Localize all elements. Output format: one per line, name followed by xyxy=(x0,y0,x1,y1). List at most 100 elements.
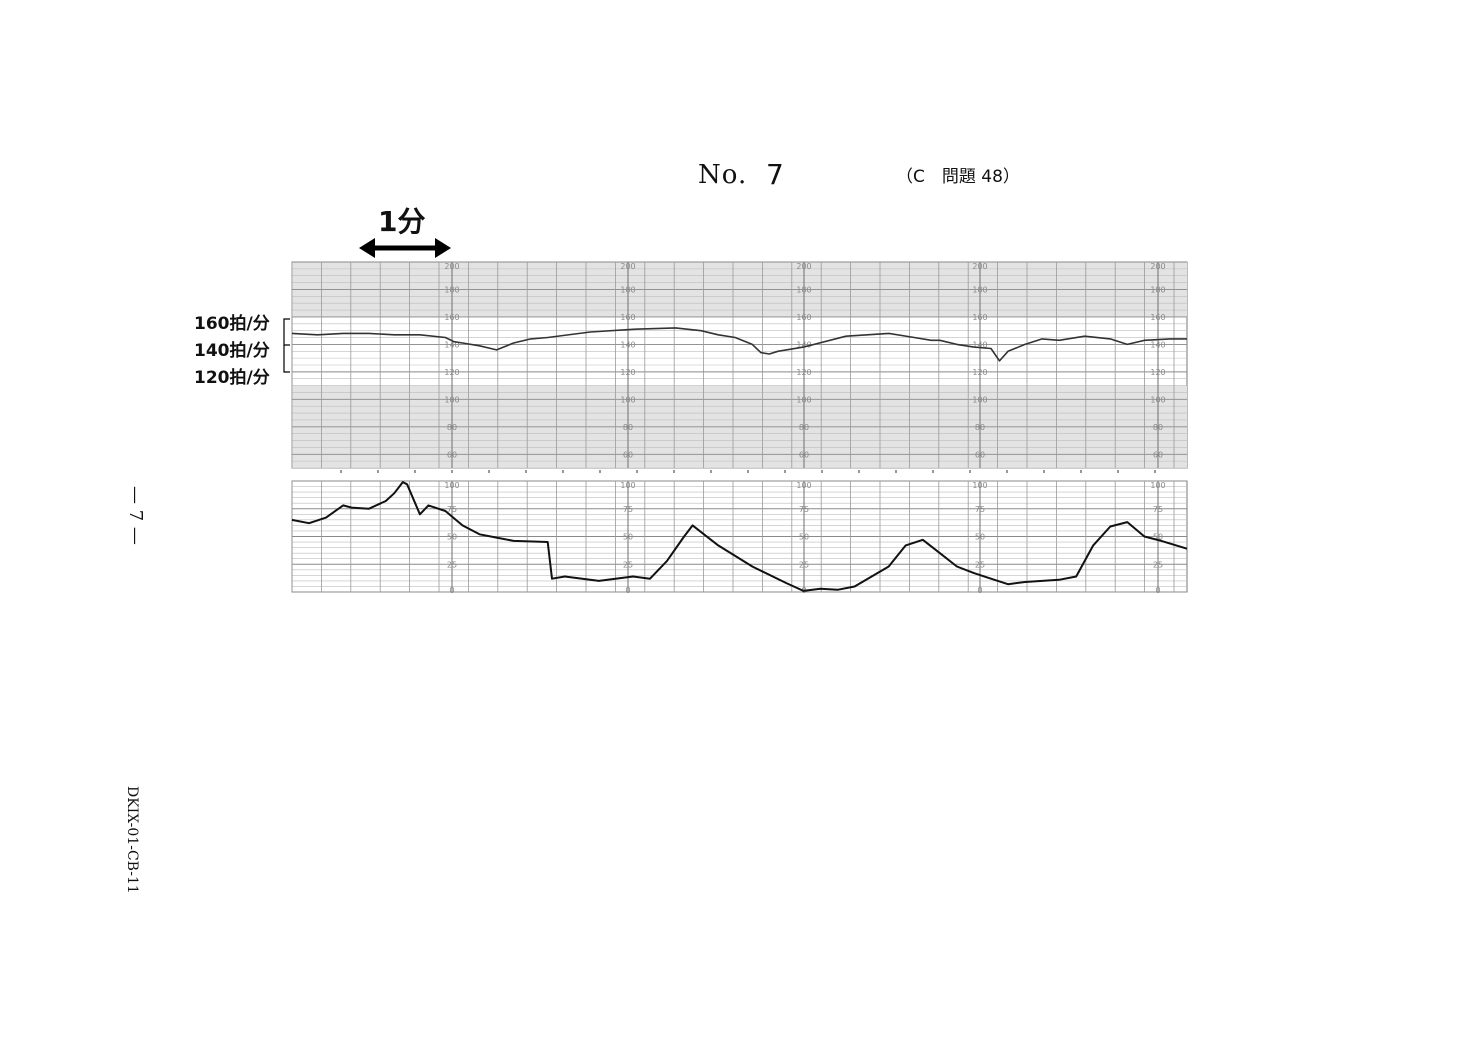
event-marker xyxy=(710,470,712,473)
event-marker xyxy=(1006,470,1008,473)
fhr-tick-label: 100 xyxy=(1150,395,1165,404)
fhr-tick-label: 120 xyxy=(444,368,459,377)
uc-tick-label: 0 xyxy=(977,586,982,595)
uc-tick-label: 25 xyxy=(447,560,457,569)
uc-tick-label: 50 xyxy=(623,533,633,542)
fhr-tick-label: 80 xyxy=(1153,423,1163,432)
fhr-tick-label: 100 xyxy=(796,395,811,404)
fhr-tick-label: 100 xyxy=(972,395,987,404)
uc-tick-label: 50 xyxy=(447,533,457,542)
event-marker xyxy=(747,470,749,473)
fhr-tick-label: 200 xyxy=(796,262,811,271)
time-scale-arrow xyxy=(359,238,451,258)
number-value: 7 xyxy=(766,158,784,191)
event-marker xyxy=(636,470,638,473)
fhr-tick-label: 160 xyxy=(796,313,811,322)
uc-tick-label: 50 xyxy=(1153,533,1163,542)
uc-tick-label: 50 xyxy=(975,533,985,542)
uc-tick-label: 0 xyxy=(625,586,630,595)
fhr-tick-label: 200 xyxy=(1150,262,1165,271)
fhr-tick-label: 200 xyxy=(444,262,459,271)
uc-tick-label: 25 xyxy=(799,560,809,569)
event-marker xyxy=(784,470,786,473)
event-marker xyxy=(340,470,342,473)
uc-tick-label: 75 xyxy=(975,505,985,514)
event-marker xyxy=(932,470,934,473)
uc-panel: 100 75 50 25 0 100 75 50 25 0 100 75 50 25 0 100 75 50 25 0… xyxy=(291,480,1188,595)
event-marker xyxy=(1080,470,1082,473)
event-marker xyxy=(488,470,490,473)
uc-tick-label: 25 xyxy=(623,560,633,569)
event-marker xyxy=(377,470,379,473)
fhr-label-160: 160拍/分 xyxy=(194,314,270,334)
uc-tick-label: 25 xyxy=(975,560,985,569)
fhr-tick-label: 160 xyxy=(620,313,635,322)
fhr-tick-label: 180 xyxy=(620,285,635,294)
fhr-tick-label: 140 xyxy=(796,340,811,349)
uc-tick-label: 75 xyxy=(1153,505,1163,514)
fhr-tick-label: 200 xyxy=(620,262,635,271)
fhr-tick-label: 120 xyxy=(796,368,811,377)
event-marker xyxy=(562,470,564,473)
fhr-tick-label: 60 xyxy=(975,450,985,459)
fhr-panel: 200 180 160 140 120 100 80 60 200 180 160 140 120 100… xyxy=(291,261,1188,473)
event-marker xyxy=(1117,470,1119,473)
fhr-tick-label: 200 xyxy=(972,262,987,271)
uc-tick-label: 25 xyxy=(1153,560,1163,569)
event-marker xyxy=(969,470,971,473)
fhr-tick-label: 140 xyxy=(620,340,635,349)
uc-tick-label: 0 xyxy=(449,586,454,595)
fhr-tick-label: 120 xyxy=(1150,368,1165,377)
fhr-tick-label: 140 xyxy=(1150,340,1165,349)
time-scale-label: 1分 xyxy=(378,205,426,238)
event-marker xyxy=(821,470,823,473)
fhr-tick-label: 180 xyxy=(796,285,811,294)
fhr-tick-label: 180 xyxy=(444,285,459,294)
uc-tick-label: 100 xyxy=(1150,481,1165,490)
fhr-tick-label: 180 xyxy=(1150,285,1165,294)
event-marker xyxy=(895,470,897,473)
fhr-tick-label: 140 xyxy=(444,340,459,349)
uc-tick-label: 50 xyxy=(799,533,809,542)
event-marker xyxy=(525,470,527,473)
event-marker xyxy=(1043,470,1045,473)
event-marker xyxy=(451,470,453,473)
fhr-tick-label: 60 xyxy=(799,450,809,459)
fhr-tick-label: 60 xyxy=(1153,450,1163,459)
uc-tick-label: 75 xyxy=(623,505,633,514)
fhr-tick-label: 100 xyxy=(620,395,635,404)
uc-tick-label: 75 xyxy=(799,505,809,514)
event-marker xyxy=(673,470,675,473)
fhr-tick-label: 160 xyxy=(972,313,987,322)
fhr-tick-label: 180 xyxy=(972,285,987,294)
number-label: No. xyxy=(698,160,748,190)
fhr-tick-label: 140 xyxy=(972,340,987,349)
fhr-tick-label: 80 xyxy=(975,423,985,432)
fhr-tick-label: 60 xyxy=(623,450,633,459)
fhr-tick-label: 160 xyxy=(444,313,459,322)
fhr-tick-label: 80 xyxy=(447,423,457,432)
fhr-label-120: 120拍/分 xyxy=(194,368,270,388)
question-reference: （C 問題 48） xyxy=(896,167,1020,187)
event-marker xyxy=(414,470,416,473)
fhr-label-bracket xyxy=(283,318,290,373)
fhr-tick-label: 120 xyxy=(972,368,987,377)
fhr-tick-label: 100 xyxy=(444,395,459,404)
uc-tick-label: 100 xyxy=(796,481,811,490)
uc-tick-label: 75 xyxy=(447,505,457,514)
uc-tick-label: 100 xyxy=(620,481,635,490)
event-marker xyxy=(1154,470,1156,473)
fhr-tick-label: 80 xyxy=(799,423,809,432)
fhr-tick-label: 120 xyxy=(620,368,635,377)
fhr-tick-label: 160 xyxy=(1150,313,1165,322)
fhr-tick-label: 60 xyxy=(447,450,457,459)
uc-tick-label: 100 xyxy=(972,481,987,490)
event-marker xyxy=(599,470,601,473)
fhr-tick-label: 80 xyxy=(623,423,633,432)
fhr-trace xyxy=(291,327,1187,362)
event-marker xyxy=(858,470,860,473)
uc-tick-label: 0 xyxy=(1155,586,1160,595)
uc-trace xyxy=(291,481,1188,592)
fhr-label-140: 140拍/分 xyxy=(194,341,270,361)
